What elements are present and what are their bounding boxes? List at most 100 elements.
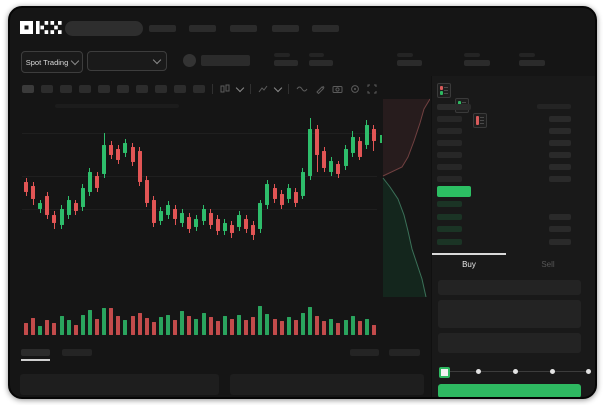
tab-sell[interactable]: Sell	[541, 260, 555, 269]
candle-body	[329, 160, 334, 173]
interval-button-5[interactable]	[98, 85, 110, 93]
draw-pencil-icon[interactable]	[315, 84, 325, 94]
camera-icon[interactable]	[332, 84, 343, 94]
pair-selector[interactable]	[87, 51, 167, 71]
volume-bar	[208, 317, 213, 335]
nav-item-1[interactable]	[149, 25, 176, 32]
volume-bar	[80, 314, 85, 335]
volume-bar	[130, 316, 135, 335]
amount-field[interactable]	[438, 300, 581, 328]
bottom-tab-orders[interactable]	[21, 349, 50, 356]
depth-marker	[380, 135, 382, 143]
candle-body	[31, 185, 36, 200]
book-row-price[interactable]	[437, 152, 462, 158]
volume-bar	[350, 315, 355, 335]
nav-item-5[interactable]	[312, 25, 339, 32]
candle-body	[151, 199, 156, 223]
candle-body	[24, 181, 28, 192]
candle-body	[180, 213, 185, 223]
candle-body	[137, 150, 142, 182]
nav-item-3[interactable]	[230, 25, 257, 32]
book-row-price[interactable]	[437, 176, 462, 182]
interval-button-6[interactable]	[117, 85, 129, 93]
book-row-price[interactable]	[437, 238, 462, 245]
bottom-action-1[interactable]	[350, 349, 379, 356]
settings-ring-icon[interactable]	[350, 84, 360, 94]
candle-body	[95, 176, 99, 188]
volume-bar	[180, 311, 185, 335]
amount-slider[interactable]	[439, 367, 591, 378]
volume-bar	[109, 307, 114, 335]
bottom-action-2[interactable]	[389, 349, 420, 356]
volume-bar	[194, 318, 199, 335]
volume-bar	[144, 317, 149, 335]
interval-button-9[interactable]	[174, 85, 186, 93]
candle-body	[158, 211, 163, 221]
book-combined-icon[interactable]	[437, 83, 451, 98]
interval-button-2[interactable]	[41, 85, 53, 93]
book-asks-icon[interactable]	[473, 113, 487, 128]
volume-bar	[229, 318, 234, 335]
total-field[interactable]	[438, 333, 581, 353]
volume-bar	[357, 321, 362, 335]
candle-type-icon[interactable]	[220, 84, 230, 94]
tab-buy[interactable]: Buy	[462, 260, 476, 269]
book-row-price[interactable]	[437, 116, 462, 122]
nav-item-2[interactable]	[189, 25, 216, 32]
interval-button-1[interactable]	[22, 85, 34, 93]
volume-bar	[95, 318, 99, 335]
interval-button-3[interactable]	[60, 85, 72, 93]
volume-bar	[59, 316, 64, 335]
candle-body	[364, 125, 369, 145]
orders-panel-left	[20, 374, 219, 395]
interval-button-4[interactable]	[79, 85, 91, 93]
ticker-stat-4	[464, 53, 490, 66]
book-row-price[interactable]	[437, 201, 462, 207]
slider-stop-75[interactable]	[550, 369, 555, 374]
gridline	[22, 133, 377, 135]
chevron-down-icon[interactable]	[235, 83, 245, 93]
chevron-down-icon	[152, 55, 162, 65]
candlestick-chart[interactable]	[22, 102, 377, 297]
chevron-down-icon[interactable]	[273, 83, 283, 93]
slider-stop-100[interactable]	[586, 369, 591, 374]
candle-body	[187, 217, 192, 229]
interval-button-7[interactable]	[136, 85, 148, 93]
last-price-bar[interactable]	[437, 186, 471, 197]
slider-handle[interactable]	[439, 367, 450, 378]
indicator-icon[interactable]	[258, 84, 268, 94]
candle-body	[52, 215, 57, 223]
candle-body	[258, 203, 263, 229]
book-row-price[interactable]	[437, 140, 462, 146]
market-type-selector[interactable]: Spot Trading	[21, 51, 83, 73]
volume-bar	[272, 318, 277, 335]
volume-bar	[315, 316, 320, 335]
okx-logo-icon[interactable]	[20, 21, 62, 36]
book-row-price[interactable]	[437, 213, 462, 220]
volume-bar	[286, 317, 291, 335]
interval-button-10[interactable]	[193, 85, 205, 93]
volume-bar	[151, 321, 156, 335]
candle-body	[116, 148, 121, 161]
chart-legend-placeholder	[55, 104, 179, 108]
candle-body	[45, 195, 50, 216]
chart-toolbar	[22, 83, 377, 94]
slider-stop-50[interactable]	[513, 369, 518, 374]
book-row-price[interactable]	[437, 164, 462, 170]
bottom-tab-history[interactable]	[62, 349, 92, 356]
book-row-price[interactable]	[437, 128, 462, 134]
volume-bar	[45, 319, 50, 335]
book-row-price[interactable]	[437, 226, 462, 232]
candle-body	[272, 187, 277, 200]
fullscreen-icon[interactable]	[367, 84, 377, 94]
line-wave-icon[interactable]	[296, 84, 308, 94]
buy-submit-button[interactable]	[438, 384, 581, 397]
volume-bar	[265, 313, 270, 335]
candle-body	[357, 141, 362, 157]
search-input[interactable]	[65, 21, 143, 36]
slider-stop-25[interactable]	[476, 369, 481, 374]
volume-bar	[371, 324, 376, 335]
interval-button-8[interactable]	[155, 85, 167, 93]
price-field[interactable]	[438, 280, 581, 295]
nav-item-4[interactable]	[272, 25, 299, 32]
